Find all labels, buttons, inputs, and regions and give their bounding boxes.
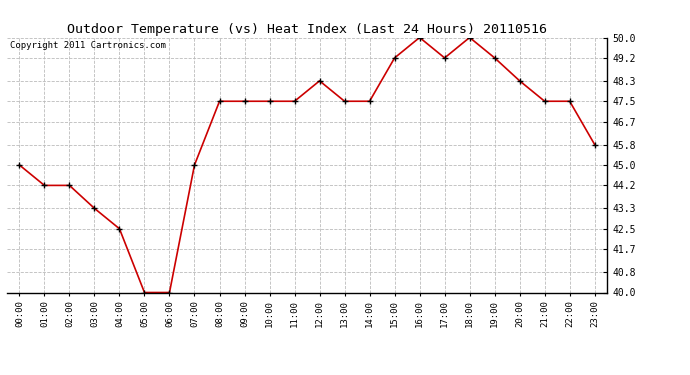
Text: Copyright 2011 Cartronics.com: Copyright 2011 Cartronics.com [10,41,166,50]
Title: Outdoor Temperature (vs) Heat Index (Last 24 Hours) 20110516: Outdoor Temperature (vs) Heat Index (Las… [67,23,547,36]
